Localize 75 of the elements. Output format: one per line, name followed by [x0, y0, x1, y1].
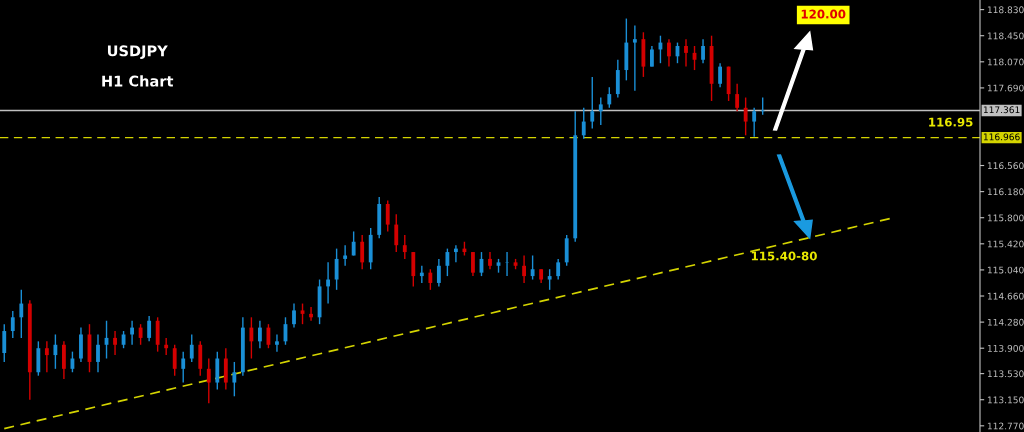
- candlestick: [607, 86, 612, 109]
- y-tick-label: 115.800: [987, 214, 1024, 222]
- annotation: 116.95: [929, 117, 973, 127]
- candlestick: [10, 310, 15, 339]
- candlestick: [471, 251, 475, 277]
- candlestick: [419, 265, 424, 284]
- candlestick: [701, 38, 705, 64]
- candlestick: [394, 213, 399, 253]
- candlestick: [138, 323, 143, 346]
- y-tick-label: 116.560: [987, 162, 1024, 170]
- y-tick-label: 113.530: [987, 370, 1024, 378]
- candlestick: [130, 320, 134, 346]
- y-tick-label: 115.040: [987, 266, 1024, 274]
- candlestick: [19, 289, 24, 339]
- ref-line-label: 117.361: [983, 106, 1020, 114]
- candlestick: [351, 230, 356, 257]
- annotation: 120.00: [801, 9, 846, 19]
- candlestick: [172, 344, 177, 377]
- candlestick: [147, 315, 152, 343]
- y-tick-label: 116.180: [987, 188, 1024, 196]
- candlestick: [206, 357, 211, 404]
- candlestick: [53, 333, 58, 370]
- y-tick-label: 113.150: [987, 396, 1024, 404]
- y-tick-label: 117.690: [987, 84, 1024, 92]
- candlestick: [632, 24, 637, 92]
- candlestick: [428, 268, 433, 291]
- candlestick: [334, 247, 339, 291]
- candlestick: [752, 107, 757, 138]
- y-tick-label: 115.420: [987, 240, 1024, 248]
- text: USDJPY: [107, 45, 168, 60]
- y-tick-label: 118.830: [987, 6, 1024, 14]
- ref-line-label: 116.966: [983, 133, 1020, 141]
- annotation: 115.40-80: [751, 251, 817, 261]
- candlestick: [402, 234, 407, 260]
- candlestick: [258, 320, 262, 349]
- y-tick-label: 112.770: [987, 422, 1024, 430]
- text: H1 Chart: [102, 75, 174, 87]
- candlestick: [650, 45, 654, 68]
- candlestick: [249, 316, 254, 360]
- candlestick: [326, 261, 330, 305]
- candlestick: [113, 330, 117, 356]
- candlestick: [735, 83, 740, 112]
- candlestick: [309, 306, 313, 322]
- candlestick: [360, 234, 365, 270]
- candlestick: [667, 38, 671, 68]
- candlestick: [96, 333, 100, 373]
- candlestick: [547, 268, 552, 291]
- candlestick: [598, 96, 603, 126]
- candlestick: [718, 62, 722, 88]
- y-tick-label: 113.900: [987, 344, 1024, 352]
- candlestick: [530, 254, 535, 281]
- candlestick: [522, 254, 526, 284]
- candlestick: [343, 244, 348, 267]
- candlestick: [164, 337, 169, 356]
- candlestick: [743, 96, 748, 136]
- y-tick-label: 114.280: [987, 318, 1024, 326]
- candlestick: [275, 333, 279, 353]
- candlestick: [684, 38, 688, 68]
- y-tick-label: 118.070: [987, 58, 1024, 66]
- y-tick-label: 118.450: [987, 32, 1024, 40]
- candlestick: [454, 244, 458, 264]
- candlestick: [445, 247, 450, 277]
- candlestick: [300, 302, 305, 325]
- candlestick: [556, 258, 561, 281]
- candlestick: [232, 361, 237, 397]
- candlestick: [2, 323, 7, 363]
- candlestick: [581, 107, 586, 140]
- candlestick: [436, 258, 441, 288]
- candlestick: [181, 350, 186, 384]
- candlestick: [292, 302, 296, 329]
- candlestick: [590, 76, 595, 130]
- candlestick: [385, 199, 390, 233]
- candlestick: [189, 333, 194, 363]
- y-tick-label: 114.660: [987, 292, 1024, 300]
- candlestick: [44, 340, 49, 373]
